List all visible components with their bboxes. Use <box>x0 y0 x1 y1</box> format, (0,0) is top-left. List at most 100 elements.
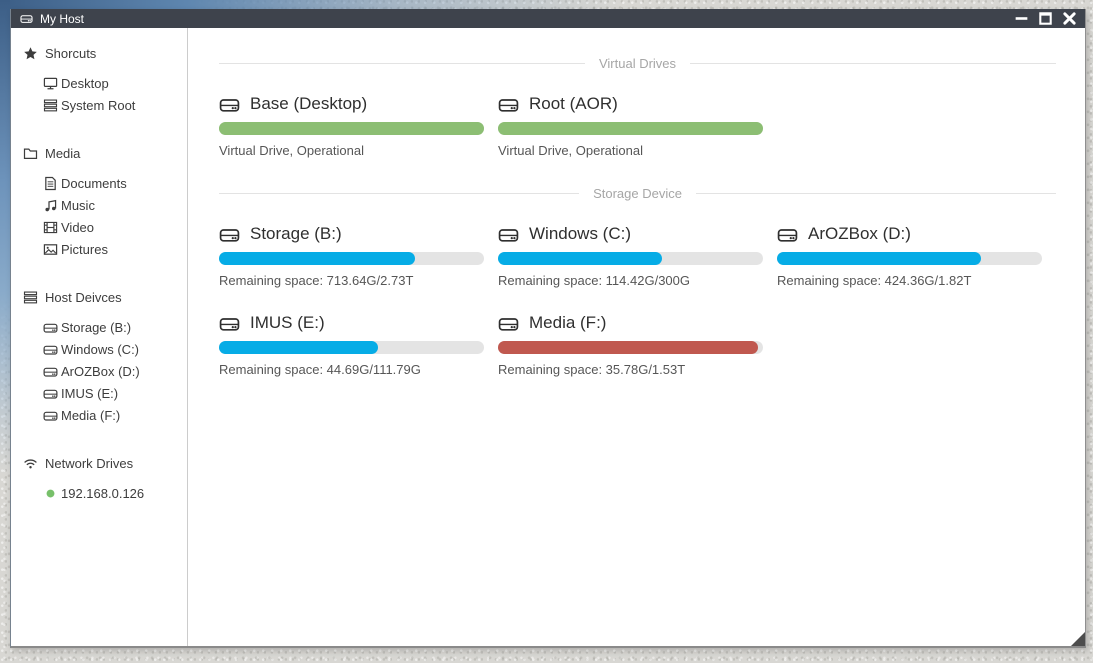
sidebar-item-label: Media (F:) <box>61 407 121 423</box>
drive-status-text: Remaining space: 424.36G/1.82T <box>777 273 972 288</box>
sidebar-section-label: Media <box>45 145 81 161</box>
hdd-icon <box>498 94 519 115</box>
sidebar-item-label: ArOZBox (D:) <box>61 363 140 379</box>
hdd-icon <box>43 342 58 357</box>
hdd-icon <box>20 12 33 25</box>
hdd-icon <box>219 224 240 245</box>
minimize-button[interactable] <box>1015 12 1028 25</box>
sidebar-item-label: 192.168.0.126 <box>61 485 145 501</box>
picture-icon <box>43 242 58 257</box>
drive-name: Base (Desktop) <box>250 94 368 113</box>
sidebar-item-arozbox-d[interactable]: ArOZBox (D:) <box>23 360 181 382</box>
drive-usage-bar <box>498 252 763 265</box>
sidebar-item-system-root[interactable]: System Root <box>23 94 181 116</box>
drive-status-text: Virtual Drive, Operational <box>498 143 643 158</box>
drive-status-text: Remaining space: 44.69G/111.79G <box>219 362 421 377</box>
drive-card-title: Media (F:) <box>498 312 763 334</box>
window-frame-glow-top <box>0 0 620 10</box>
drive-card-title: Storage (B:) <box>219 223 484 245</box>
drive-card-title: Windows (C:) <box>498 223 763 245</box>
sidebar-item-label: Documents <box>61 175 127 191</box>
drive-card-grid: Base (Desktop) Virtual Drive, Operational… <box>219 93 1056 158</box>
sidebar-item-media-f[interactable]: Media (F:) <box>23 404 181 426</box>
sidebar-item-label: Storage (B:) <box>61 319 132 335</box>
window-titlebar[interactable]: My Host <box>11 9 1085 28</box>
drive-name: Windows (C:) <box>529 224 632 243</box>
drive-card-media-f[interactable]: Media (F:) Remaining space: 35.78G/1.53T <box>498 312 763 377</box>
hdd-icon <box>498 313 519 334</box>
sidebar-section-header: Shorcuts <box>23 44 181 62</box>
drive-name: Storage (B:) <box>250 224 342 243</box>
drive-card-title: ArOZBox (D:) <box>777 223 1042 245</box>
drive-usage-bar <box>219 341 484 354</box>
close-icon <box>1063 12 1076 25</box>
window-title: My Host <box>40 11 85 26</box>
sidebar-item-desktop[interactable]: Desktop <box>23 72 181 94</box>
drive-status-text: Remaining space: 114.42G/300G <box>498 273 690 288</box>
sidebar-item-storage-b[interactable]: Storage (B:) <box>23 316 181 338</box>
divider-line <box>695 193 1057 194</box>
drive-usage-fill <box>219 341 378 354</box>
maximize-icon <box>1039 12 1052 25</box>
sidebar-item-192-168-0-126[interactable]: 192.168.0.126 <box>23 482 181 504</box>
sidebar-item-label: System Root <box>61 97 136 113</box>
drive-usage-fill <box>777 252 982 265</box>
sidebar-section-label: Shorcuts <box>45 45 97 61</box>
sidebar-item-documents[interactable]: Documents <box>23 172 181 194</box>
minimize-icon <box>1015 12 1028 25</box>
sidebar-section-header: Network Drives <box>23 454 181 472</box>
section-header: Storage Device <box>593 186 682 201</box>
drive-usage-fill <box>498 122 763 135</box>
sidebar-item-video[interactable]: Video <box>23 216 181 238</box>
online-dot-icon <box>43 486 58 501</box>
drive-card-arozbox-d[interactable]: ArOZBox (D:) Remaining space: 424.36G/1.8… <box>777 223 1042 288</box>
drive-card-title: Root (AOR) <box>498 93 763 115</box>
hdd-icon <box>219 313 240 334</box>
sidebar-item-label: Desktop <box>61 75 109 91</box>
drive-card-windows-c[interactable]: Windows (C:) Remaining space: 114.42G/300… <box>498 223 763 288</box>
drive-card-imus-e[interactable]: IMUS (E:) Remaining space: 44.69G/111.79G <box>219 312 484 377</box>
hdd-icon <box>43 320 58 335</box>
divider-line <box>219 63 585 64</box>
sidebar-section: Shorcuts Desktop System Root <box>23 44 181 116</box>
film-icon <box>43 220 58 235</box>
drive-usage-fill <box>498 341 758 354</box>
sidebar-section-header: Host Deivces <box>23 288 181 306</box>
drive-name: IMUS (E:) <box>250 313 325 332</box>
sidebar-item-windows-c[interactable]: Windows (C:) <box>23 338 181 360</box>
sidebar-section: Network Drives 192.168.0.126 <box>23 454 181 504</box>
sidebar-section-label: Host Deivces <box>45 289 122 305</box>
resize-grip[interactable] <box>1071 632 1085 646</box>
list-icon <box>43 98 58 113</box>
section-header: Virtual Drives <box>598 56 677 71</box>
drive-usage-bar <box>777 252 1042 265</box>
hdd-icon <box>498 224 519 245</box>
close-button[interactable] <box>1063 12 1076 25</box>
drive-status-text: Remaining space: 713.64G/2.73T <box>219 273 414 288</box>
app-window: My Host Shorcuts Desktop System Root Media D… <box>10 9 1086 648</box>
maximize-button[interactable] <box>1039 12 1052 25</box>
star-icon <box>23 46 38 61</box>
hdd-icon <box>219 94 240 115</box>
sidebar-item-imus-e[interactable]: IMUS (E:) <box>23 382 181 404</box>
drive-usage-bar <box>498 341 763 354</box>
sidebar-section-label: Network Drives <box>45 455 134 471</box>
sidebar-section-header: Media <box>23 144 181 162</box>
drive-usage-fill <box>219 122 484 135</box>
sidebar-item-music[interactable]: Music <box>23 194 181 216</box>
drive-card-base-desktop[interactable]: Base (Desktop) Virtual Drive, Operational <box>219 93 484 158</box>
drive-card-storage-b[interactable]: Storage (B:) Remaining space: 713.64G/2.7… <box>219 223 484 288</box>
sidebar-section: Media Documents Music Video Pictures <box>23 144 181 260</box>
sidebar-item-label: Pictures <box>61 241 108 257</box>
drive-usage-fill <box>219 252 416 265</box>
document-icon <box>43 176 58 191</box>
sidebar-item-pictures[interactable]: Pictures <box>23 238 181 260</box>
drive-usage-bar <box>219 252 484 265</box>
drive-card-root-aor[interactable]: Root (AOR) Virtual Drive, Operational <box>498 93 763 158</box>
main-panel: Virtual Drives Base (Desktop) Virtual Driv… <box>188 28 1085 646</box>
drive-usage-bar <box>498 122 763 135</box>
drive-card-title: IMUS (E:) <box>219 312 484 334</box>
divider-line <box>219 193 580 194</box>
hdd-icon <box>43 386 58 401</box>
